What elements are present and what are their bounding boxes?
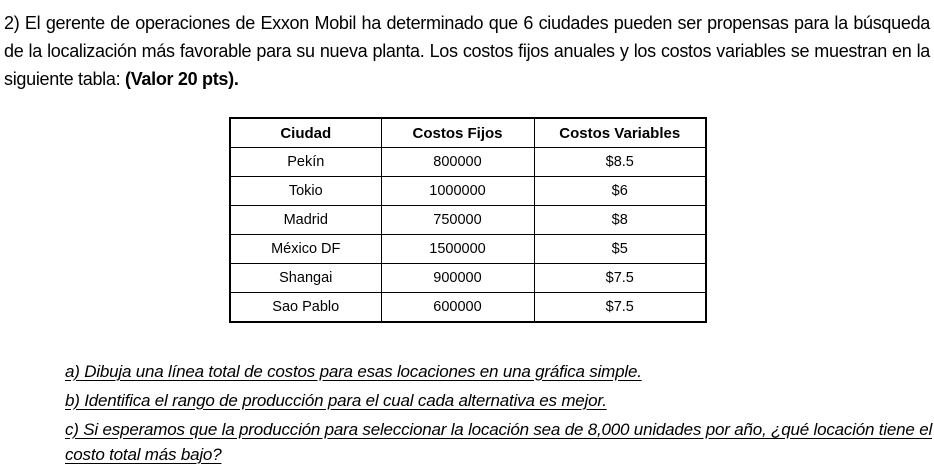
points-value: (Valor 20 pts). [125,69,239,89]
cell-fixed-cost: 800000 [380,147,535,177]
problem-statement-text: 2) El gerente de operaciones de Exxon Mo… [4,13,930,89]
header-ciudad: Ciudad [229,117,382,148]
header-costos-variables: Costos Variables [533,117,707,148]
question-b: b) Identifica el rango de producción par… [65,391,607,410]
cell-fixed-cost: 750000 [380,205,535,235]
header-costos-fijos: Costos Fijos [380,117,535,148]
cell-variable-cost: $6 [533,176,707,206]
cell-city: México DF [229,234,382,264]
table-row-tokio: Tokio 1000000 $6 [229,176,707,206]
cell-variable-cost: $5 [533,234,707,264]
questions-list: a) Dibuja una línea total de costos para… [65,359,933,465]
problem-statement: 2) El gerente de operaciones de Exxon Mo… [4,9,930,93]
cell-city: Pekín [229,147,382,177]
cell-city: Shangai [229,263,382,293]
cell-city: Madrid [229,205,382,235]
question-c: c) Si esperamos que la producción para s… [65,420,933,464]
table-row-shangai: Shangai 900000 $7.5 [229,263,707,293]
table-row-pekin: Pekín 800000 $8.5 [229,147,707,177]
cell-fixed-cost: 1500000 [380,234,535,264]
cell-city: Tokio [229,176,382,206]
cell-fixed-cost: 600000 [380,292,535,323]
cell-city: Sao Pablo [229,292,382,323]
cell-fixed-cost: 1000000 [380,176,535,206]
cell-variable-cost: $7.5 [533,263,707,293]
table-header-row: Ciudad Costos Fijos Costos Variables [229,117,707,148]
cell-variable-cost: $7.5 [533,292,707,323]
cell-fixed-cost: 900000 [380,263,535,293]
table-row-sao-pablo: Sao Pablo 600000 $7.5 [229,292,707,323]
table-row-madrid: Madrid 750000 $8 [229,205,707,235]
cell-variable-cost: $8 [533,205,707,235]
table-row-mexico-df: México DF 1500000 $5 [229,234,707,264]
cell-variable-cost: $8.5 [533,147,707,177]
question-a: a) Dibuja una línea total de costos para… [65,362,642,381]
costs-table: Ciudad Costos Fijos Costos Variables Pek… [229,117,707,323]
